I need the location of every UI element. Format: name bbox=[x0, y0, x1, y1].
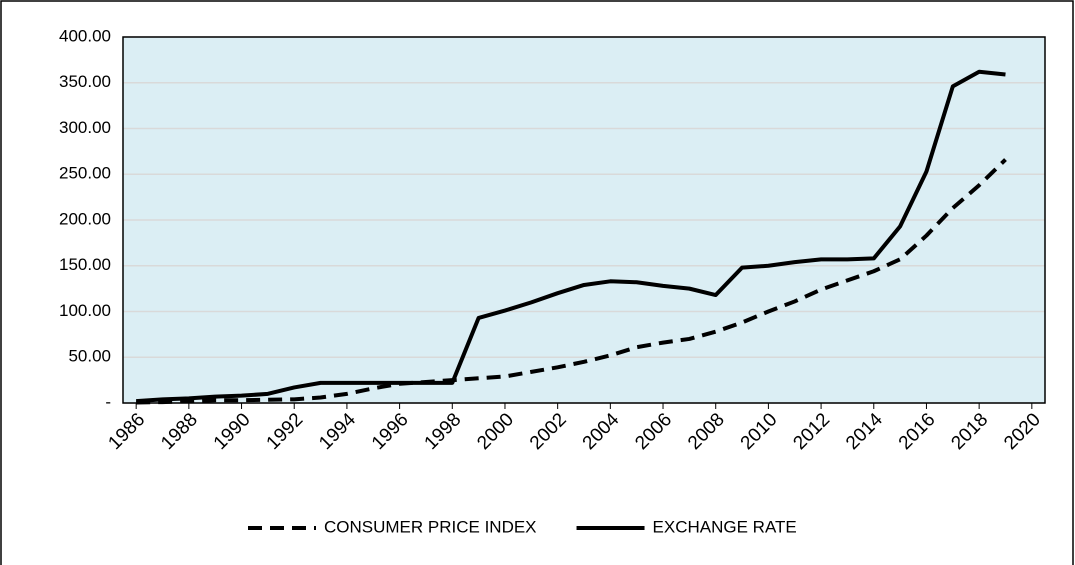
y-tick-label: 350.00 bbox=[59, 72, 111, 91]
y-tick-label: 50.00 bbox=[68, 347, 111, 366]
legend-label: CONSUMER PRICE INDEX bbox=[324, 517, 537, 536]
legend-label: EXCHANGE RATE bbox=[653, 517, 797, 536]
y-tick-label: 150.00 bbox=[59, 255, 111, 274]
y-tick-label: 250.00 bbox=[59, 164, 111, 183]
y-tick-label: 400.00 bbox=[59, 26, 111, 45]
y-tick-label: 200.00 bbox=[59, 209, 111, 228]
series-line bbox=[136, 69, 1006, 404]
series-line bbox=[136, 158, 1007, 405]
y-tick-label: 100.00 bbox=[59, 301, 111, 320]
y-tick-label: - bbox=[105, 392, 111, 411]
plot-border bbox=[122, 36, 1046, 404]
y-tick-label: 300.00 bbox=[59, 118, 111, 137]
